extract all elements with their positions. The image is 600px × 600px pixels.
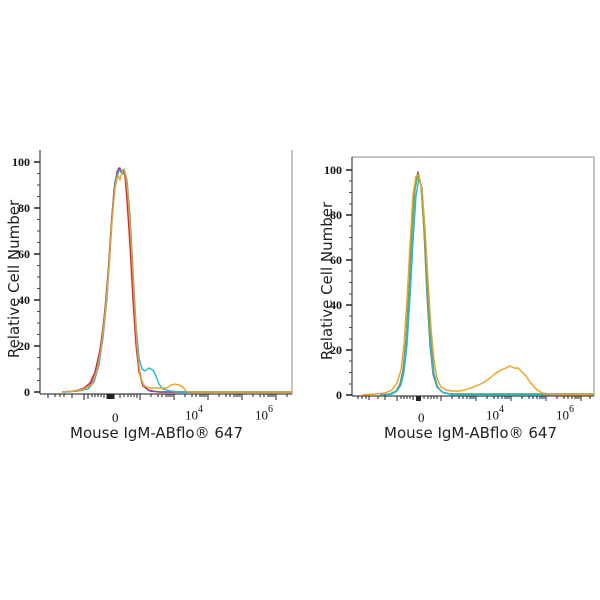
x-tick-0: 0 bbox=[418, 410, 425, 425]
y-tick-100: 100 bbox=[12, 155, 30, 169]
x-tick-10e6: 106 bbox=[255, 404, 273, 423]
series-orange-right bbox=[361, 174, 594, 396]
y-tick-80: 80 bbox=[330, 208, 342, 222]
histogram-panel-right: 100 80 60 40 20 0 Relative Cell Number 0… bbox=[300, 0, 600, 600]
y-tick-0: 0 bbox=[336, 388, 342, 402]
histogram-panel-left: 100 80 60 40 20 0 Relative Cell Number 0… bbox=[5, 150, 293, 442]
y-axis-label: Relative Cell Number bbox=[318, 201, 336, 361]
series-orange-left bbox=[61, 168, 292, 393]
y-tick-60: 60 bbox=[18, 247, 30, 261]
histogram-plot-right bbox=[346, 156, 595, 401]
y-tick-60: 60 bbox=[330, 253, 342, 267]
y-tick-20: 20 bbox=[330, 343, 342, 357]
x-tick-0: 0 bbox=[112, 410, 119, 425]
series-purple-left bbox=[63, 167, 292, 393]
x-tick-10e4: 104 bbox=[486, 404, 504, 423]
x-tick-10e4: 104 bbox=[185, 404, 203, 423]
y-axis-label: Relative Cell Number bbox=[5, 199, 23, 359]
y-tick-80: 80 bbox=[18, 201, 30, 215]
x-axis-label: Mouse IgM-ABflo® 647 bbox=[384, 424, 557, 442]
x-tick-10e6: 106 bbox=[556, 404, 574, 423]
y-tick-0: 0 bbox=[24, 385, 30, 399]
y-tick-100: 100 bbox=[324, 163, 342, 177]
y-tick-40: 40 bbox=[18, 293, 30, 307]
x-axis-label: Mouse IgM-ABflo® 647 bbox=[70, 424, 243, 442]
series-red-left bbox=[61, 167, 292, 393]
histogram-plot-left bbox=[34, 150, 293, 400]
y-tick-20: 20 bbox=[18, 339, 30, 353]
y-tick-40: 40 bbox=[330, 298, 342, 312]
